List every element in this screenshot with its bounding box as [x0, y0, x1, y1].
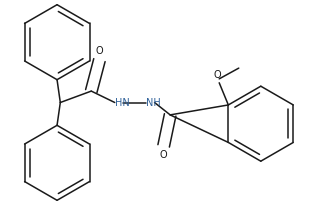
Text: O: O — [96, 46, 103, 56]
Text: O: O — [214, 70, 221, 79]
Text: O: O — [160, 150, 168, 160]
Text: NH: NH — [146, 97, 161, 108]
Text: HN: HN — [115, 97, 130, 108]
